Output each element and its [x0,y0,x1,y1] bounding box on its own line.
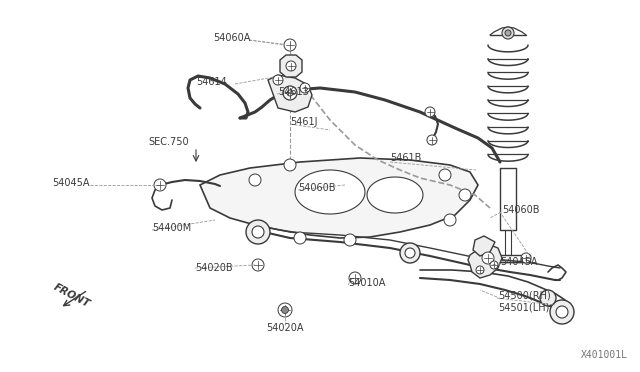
Text: SEC.750: SEC.750 [148,137,189,147]
Circle shape [439,169,451,181]
Circle shape [294,232,306,244]
Circle shape [476,266,484,274]
Circle shape [284,159,296,171]
Circle shape [252,259,264,271]
Text: 54010A: 54010A [348,278,385,288]
Polygon shape [468,245,502,278]
Text: 54500(RH): 54500(RH) [498,290,551,300]
Circle shape [505,30,511,36]
Circle shape [521,253,531,263]
Circle shape [400,243,420,263]
Polygon shape [367,177,423,213]
Polygon shape [200,158,478,238]
Circle shape [286,61,296,71]
Text: 54614: 54614 [196,77,227,87]
Text: 54020B: 54020B [195,263,232,273]
Circle shape [502,27,514,39]
Circle shape [349,272,361,284]
Circle shape [427,135,437,145]
Circle shape [490,261,498,269]
Text: 54045A: 54045A [52,178,90,188]
Circle shape [482,252,494,264]
Text: 54501(LH): 54501(LH) [498,302,549,312]
Circle shape [154,179,166,191]
Polygon shape [473,236,495,256]
Polygon shape [268,75,312,112]
Circle shape [300,83,310,93]
Text: 5461J: 5461J [290,117,317,127]
Circle shape [459,189,471,201]
Text: 54060A: 54060A [213,33,250,43]
Polygon shape [280,55,302,77]
Circle shape [425,107,435,117]
Circle shape [252,226,264,238]
Circle shape [444,214,456,226]
Text: 5461B: 5461B [390,153,421,163]
Text: 54060B: 54060B [298,183,335,193]
Text: 54020A: 54020A [266,323,304,333]
Text: 54613: 54613 [278,87,308,97]
Circle shape [287,90,293,96]
Circle shape [282,307,289,314]
Circle shape [405,248,415,258]
Text: 54060B: 54060B [502,205,540,215]
Circle shape [273,75,283,85]
Circle shape [278,303,292,317]
Text: 54400M: 54400M [152,223,191,233]
Circle shape [246,220,270,244]
Circle shape [556,306,568,318]
Circle shape [283,86,297,100]
Text: FRONT: FRONT [52,282,92,310]
Polygon shape [295,170,365,214]
Circle shape [344,234,356,246]
Circle shape [284,39,296,51]
Circle shape [249,174,261,186]
Text: 54045A: 54045A [500,257,538,267]
Circle shape [540,290,556,306]
Text: X401001L: X401001L [581,350,628,360]
Circle shape [550,300,574,324]
